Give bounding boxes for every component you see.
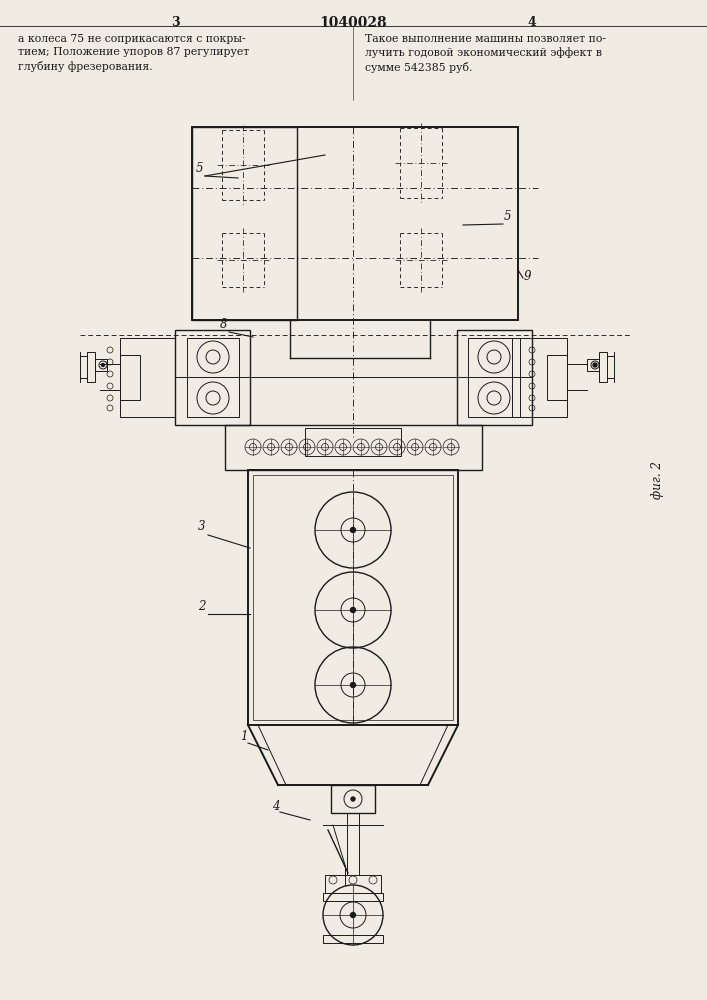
- Bar: [253, 475, 453, 720]
- Circle shape: [102, 363, 105, 366]
- Text: 5: 5: [504, 210, 511, 223]
- Bar: [120, 355, 140, 400]
- Bar: [331, 785, 375, 813]
- Text: фиг. 2: фиг. 2: [651, 461, 665, 499]
- Bar: [248, 470, 458, 725]
- Bar: [325, 875, 381, 893]
- Text: Такое выполнение машины позволяет по-
лучить годовой экономический эффект в
сумм: Такое выполнение машины позволяет по- лу…: [365, 34, 606, 73]
- Bar: [87, 352, 95, 382]
- Text: 1: 1: [240, 730, 247, 743]
- Circle shape: [351, 607, 356, 612]
- Circle shape: [593, 363, 597, 367]
- Circle shape: [351, 797, 355, 801]
- Bar: [175, 330, 250, 425]
- Text: 3: 3: [198, 520, 206, 533]
- Bar: [468, 338, 520, 417]
- Text: 4: 4: [527, 16, 537, 29]
- Text: 4: 4: [272, 800, 279, 813]
- Text: а колеса 75 не соприкасаются с покры-
тием; Положение упоров 87 регулирует
глуби: а колеса 75 не соприкасаются с покры- ти…: [18, 34, 250, 72]
- Text: 9: 9: [524, 270, 532, 283]
- Bar: [323, 893, 383, 901]
- Bar: [120, 338, 175, 417]
- Bar: [192, 127, 297, 320]
- Bar: [192, 127, 518, 320]
- Text: 5: 5: [196, 162, 204, 175]
- Bar: [305, 428, 401, 456]
- Bar: [547, 355, 567, 400]
- Bar: [225, 425, 482, 470]
- Bar: [95, 359, 107, 371]
- Circle shape: [351, 528, 356, 532]
- Text: 8: 8: [220, 318, 228, 331]
- Bar: [587, 359, 599, 371]
- Text: 2: 2: [198, 600, 206, 613]
- Circle shape: [351, 682, 356, 688]
- Bar: [457, 330, 532, 425]
- Bar: [512, 338, 567, 417]
- Circle shape: [351, 912, 356, 918]
- Bar: [599, 352, 607, 382]
- Bar: [323, 935, 383, 943]
- Bar: [187, 338, 239, 417]
- Text: 1040028: 1040028: [319, 16, 387, 30]
- Text: 3: 3: [170, 16, 180, 29]
